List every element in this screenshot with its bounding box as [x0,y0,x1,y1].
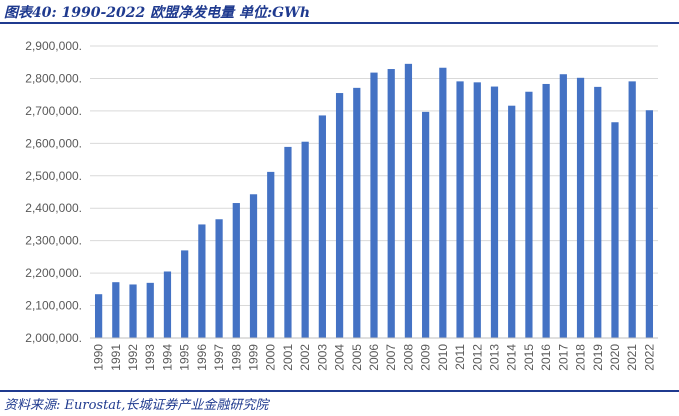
x-tick-label: 2007 [384,344,398,371]
y-tick-label: 2,400,000. [25,201,82,215]
bar-1994 [163,271,172,338]
x-tick-label: 2015 [522,344,536,371]
bar-1997 [215,219,223,338]
x-tick-label: 2019 [591,344,605,371]
x-tick-label: 2013 [487,344,501,371]
x-axis-labels: 1990 1991 1992 1993 1994 1995 1996 1997 1998 1999… [92,344,657,371]
bar-chart: 2,000,000. 2,100,000. 2,200,000. 2,300,000.… [25,39,658,371]
bar-2019 [594,86,602,338]
x-tick-label: 2021 [625,344,639,371]
x-tick-label: 2010 [436,344,450,371]
title-divider [0,22,679,24]
x-tick-label: 2001 [281,344,295,371]
bar-2007 [387,69,395,338]
bar-2011 [456,81,464,338]
bar-2016 [542,83,550,339]
bar-2002 [301,141,309,338]
bar-1991 [112,282,120,338]
bar-2006 [370,72,378,339]
bar-2013 [490,86,499,338]
x-tick-label: 1995 [178,344,192,371]
y-axis-labels: 2,000,000. 2,100,000. 2,200,000. 2,300,000.… [25,39,82,345]
x-tick-label: 2005 [350,344,364,371]
bar-2008 [404,63,413,338]
x-tick-label: 2014 [505,344,519,371]
chart-title: 图表40: 1990-2022 欧盟净发电量 单位:GWh [4,5,311,21]
y-tick-label: 2,700,000. [25,104,82,118]
bar-1999 [249,194,258,338]
y-tick-label: 2,200,000. [25,266,82,280]
footer-divider [0,390,679,392]
x-tick-label: 1999 [247,344,261,371]
y-tick-label: 2,000,000. [25,331,82,345]
bar-2017 [559,74,567,338]
bar-2014 [508,105,516,338]
bar-2018 [576,77,585,338]
y-tick-label: 2,900,000. [25,39,82,53]
x-tick-label: 1996 [195,344,209,371]
x-tick-label: 2017 [556,344,570,371]
y-tick-label: 2,800,000. [25,71,82,85]
bar-1995 [181,250,189,338]
x-tick-label: 2020 [608,344,622,371]
bar-2001 [284,146,292,338]
bar-2021 [628,81,636,338]
y-tick-label: 2,100,000. [25,299,82,313]
x-tick-label: 2012 [470,344,484,371]
x-tick-label: 1998 [229,344,243,371]
bar-2010 [439,67,447,338]
x-tick-label: 2004 [333,344,347,371]
source-note: 资料来源: Eurostat,长城证券产业金融研究院 [4,398,269,413]
x-tick-label: 2003 [315,344,329,371]
x-tick-label: 2002 [298,344,312,371]
x-tick-label: 2018 [574,344,588,371]
x-tick-label: 1994 [160,344,174,371]
bar-2012 [473,82,481,339]
x-tick-label: 2000 [264,344,278,371]
y-tick-label: 2,600,000. [25,136,82,150]
bar-1993 [146,282,154,338]
x-tick-label: 2008 [401,344,415,371]
x-tick-label: 2006 [367,344,381,371]
x-tick-label: 1993 [143,344,157,371]
bar-2003 [318,115,326,338]
bar-1990 [94,294,103,338]
x-tick-label: 2016 [539,344,553,371]
x-tick-label: 2011 [453,344,467,370]
bar-1996 [198,224,206,338]
y-tick-label: 2,500,000. [25,169,82,183]
bar-2020 [611,122,619,338]
bar-1992 [129,284,137,338]
x-tick-label: 2022 [642,344,656,371]
bar-1998 [232,203,240,338]
bar-2022 [645,110,654,339]
x-tick-label: 1991 [109,344,123,371]
y-tick-label: 2,300,000. [25,234,82,248]
bar-2004 [335,93,344,339]
bar-2005 [353,87,361,338]
x-tick-label: 2009 [419,344,433,371]
bar-2000 [267,171,275,338]
bar-2015 [525,91,533,338]
x-tick-label: 1997 [212,344,226,371]
bar-2009 [422,111,430,339]
x-tick-label: 1992 [126,344,140,371]
bars [94,63,654,339]
x-tick-label: 1990 [92,344,106,371]
